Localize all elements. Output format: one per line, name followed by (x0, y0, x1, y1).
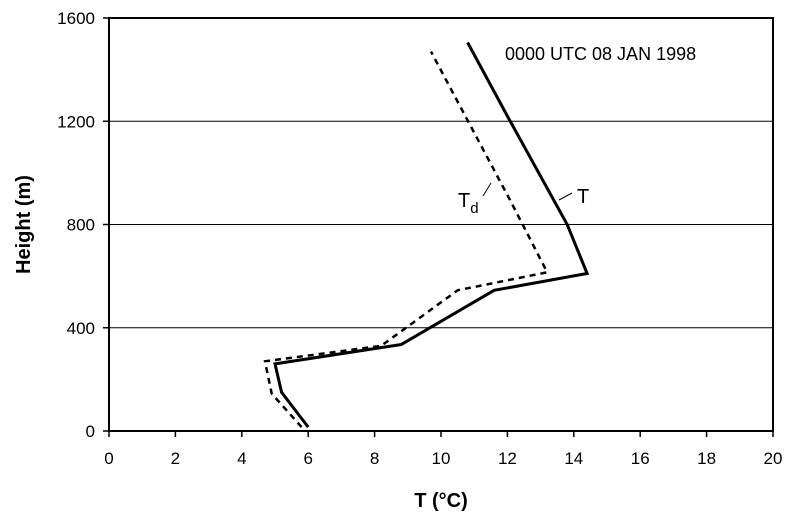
y-tick-label: 0 (86, 422, 95, 441)
series-line-td (263, 51, 550, 428)
grid-lines (109, 120, 773, 329)
series-label-td-sub: d (470, 200, 478, 217)
series-label-t-text: T (577, 186, 589, 208)
x-tick-label: 2 (171, 449, 180, 468)
series-label-td-leader (482, 182, 492, 197)
time-annotation: 0000 UTC 08 JAN 1998 (505, 44, 696, 64)
y-tick-labels: 0 400 800 1200 1600 (57, 9, 95, 441)
y-tick-label: 400 (67, 319, 95, 338)
y-tick-label: 800 (67, 216, 95, 235)
y-tick-label: 1600 (57, 9, 95, 28)
x-tick-label: 8 (370, 449, 379, 468)
series-label-td-text: Td (458, 190, 479, 217)
x-tick-label: 18 (697, 449, 716, 468)
x-tick-label: 6 (303, 449, 312, 468)
series-label-td: Td (458, 182, 492, 217)
x-tick-label: 20 (764, 449, 783, 468)
x-tick-label: 14 (564, 449, 583, 468)
series-label-t-leader (558, 192, 573, 201)
series-line-t (273, 41, 590, 429)
x-tick-labels: 0 2 4 6 8 10 12 14 16 18 20 (104, 449, 782, 468)
x-axis-title: T (°C) (414, 490, 468, 512)
axis-ticks (103, 17, 774, 437)
x-tick-label: 0 (104, 449, 113, 468)
series-label-td-main: T (458, 190, 470, 212)
series-label-t: T (558, 186, 589, 208)
x-tick-label: 4 (237, 449, 246, 468)
y-tick-label: 1200 (57, 112, 95, 131)
series-lines (263, 41, 590, 429)
y-axis-title: Height (m) (13, 175, 35, 274)
x-tick-label: 16 (631, 449, 650, 468)
x-tick-label: 10 (432, 449, 451, 468)
x-tick-label: 12 (498, 449, 517, 468)
